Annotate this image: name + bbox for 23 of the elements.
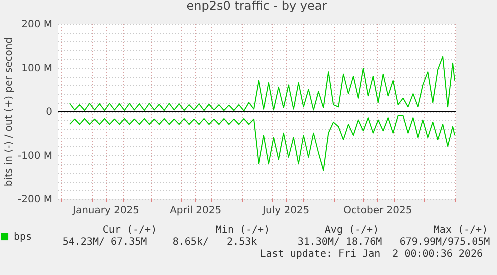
y-tick-label: 0: [46, 107, 52, 118]
legend-label: bps: [14, 232, 32, 243]
text: Last update: Fri Jan 2 00:00:36 2026: [260, 249, 483, 261]
text: Min (-/+): [216, 225, 270, 237]
y-tick-label: -200 M: [18, 194, 52, 206]
line-series: [69, 56, 456, 112]
x-tick-label: January 2025: [72, 206, 140, 216]
line-series: [69, 115, 456, 172]
text: Max (-/+): [434, 225, 488, 237]
y-tick-label: 100 M: [22, 63, 52, 74]
chart-title: enp2s0 traffic - by year: [186, 0, 328, 13]
x-tick-label: October 2025: [344, 206, 412, 216]
y-tick-label: 200 M: [22, 20, 52, 30]
text: Cur (-/+): [102, 225, 158, 237]
text: 31.30M/ 18.76M: [298, 237, 382, 249]
text: 54.23M/ 67.35M: [62, 237, 148, 249]
y-axis-title: bits in (-) / out (+) per second: [4, 37, 15, 187]
y-tick-label: -100 M: [18, 150, 52, 162]
x-tick-label: April 2025: [170, 206, 222, 216]
text: Avg (-/+): [324, 225, 380, 237]
x-tick-label: July 2025: [262, 206, 310, 216]
text: 679.99M/975.05M: [400, 237, 490, 249]
text: 8.65k/ 2.53k: [172, 237, 258, 249]
